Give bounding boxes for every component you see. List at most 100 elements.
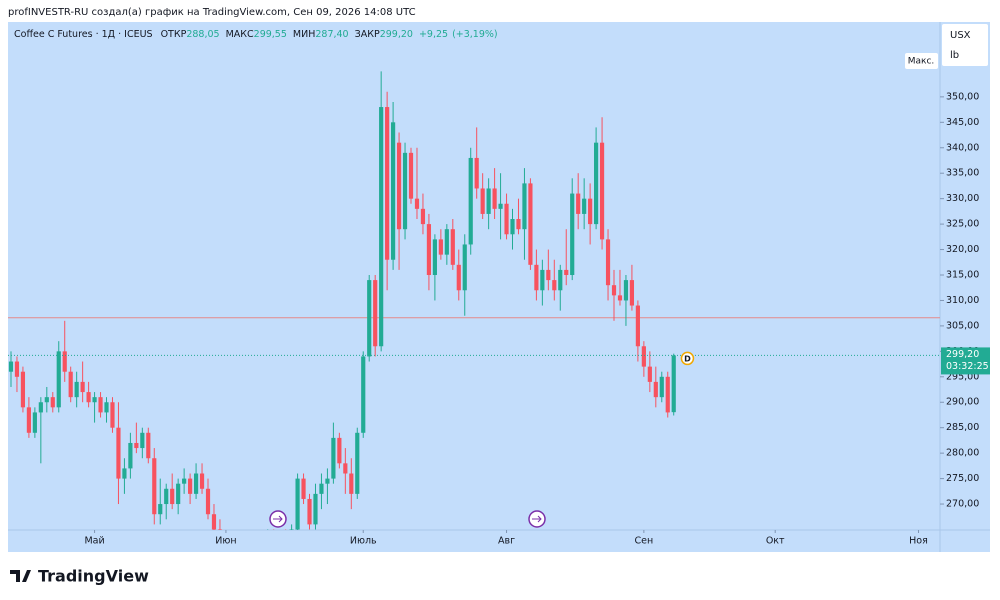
candle-body xyxy=(361,356,366,433)
candle-body xyxy=(80,381,85,393)
legend: Coffee C Futures · 1Д · ICEUS ОТКР288,05 М… xyxy=(14,29,498,40)
candle-body xyxy=(158,504,163,515)
candle-body xyxy=(74,381,79,398)
event-icon[interactable] xyxy=(269,510,287,528)
candle-body xyxy=(98,397,103,413)
last-price-label: 299,20 xyxy=(946,349,979,360)
candle-body xyxy=(164,488,169,505)
candle-body xyxy=(623,280,629,301)
candle-body xyxy=(504,203,509,235)
candle-body xyxy=(152,458,157,515)
candle-body xyxy=(486,188,491,214)
max-label-box xyxy=(905,53,938,69)
currency[interactable]: USX xyxy=(950,30,971,41)
candle-body xyxy=(611,285,617,296)
candle-body xyxy=(193,473,199,494)
candle-body xyxy=(522,183,527,230)
last-price-box xyxy=(941,347,990,375)
candle-body xyxy=(325,478,330,484)
x-tick-label: Июль xyxy=(350,536,377,547)
y-tick-label: 350,00 xyxy=(946,91,979,102)
logo: TradingView xyxy=(10,567,149,586)
candle-body xyxy=(444,229,449,255)
candle-body xyxy=(182,478,187,484)
symbol: Coffee C Futures · 1Д · ICEUS xyxy=(14,29,153,40)
candle-body xyxy=(420,208,426,225)
currency-box[interactable] xyxy=(942,24,988,66)
unit[interactable]: lb xyxy=(950,50,959,61)
candle-body xyxy=(176,483,181,505)
candle-body xyxy=(665,376,670,413)
y-tick-label: 280,00 xyxy=(946,448,979,459)
candle-body xyxy=(576,193,581,214)
candle-body xyxy=(462,244,467,291)
x-tick-label: Май xyxy=(84,536,104,547)
ohlc-name: МИН xyxy=(293,29,315,40)
candle-body xyxy=(450,229,455,265)
y-tick-label: 275,00 xyxy=(946,473,979,484)
change: +9,25 xyxy=(419,29,448,40)
candle-body xyxy=(480,188,485,214)
candle-body xyxy=(331,437,336,479)
candle-body xyxy=(62,351,67,372)
candle-body xyxy=(659,376,664,398)
chart-background xyxy=(8,22,990,552)
ohlc-value: 299,20 xyxy=(380,29,413,40)
x-tick-label: Ноя xyxy=(909,536,928,547)
candle-body xyxy=(564,269,569,276)
candle-body xyxy=(140,432,145,449)
candle-body xyxy=(516,219,521,230)
candle-body xyxy=(86,392,91,403)
candle-body xyxy=(319,483,324,494)
y-tick-label: 290,00 xyxy=(946,397,979,408)
ohlc-name: ОТКР xyxy=(161,29,187,40)
candle-body xyxy=(56,351,61,408)
x-tick-label: Окт xyxy=(766,536,785,547)
event-marker-label: D xyxy=(684,354,691,363)
candle-body xyxy=(641,346,646,367)
candle-body xyxy=(408,152,414,199)
candle-body xyxy=(289,529,294,530)
candle-body xyxy=(199,473,205,489)
y-tick-label: 330,00 xyxy=(946,193,979,204)
candle-body xyxy=(44,397,49,403)
candle-body xyxy=(8,361,14,372)
candle-body xyxy=(379,107,384,347)
candle-body xyxy=(50,397,55,408)
candle-body xyxy=(402,152,408,230)
y-tick-label: 335,00 xyxy=(946,168,979,179)
candle-body xyxy=(26,407,31,433)
ohlc-value: 299,55 xyxy=(254,29,287,40)
candle-body xyxy=(367,280,372,357)
x-tick-label: Авг xyxy=(498,536,515,547)
event-marker xyxy=(680,351,695,366)
candle-body xyxy=(343,463,348,474)
candle-body xyxy=(492,188,497,209)
candle-body xyxy=(582,198,587,214)
y-tick-label: 340,00 xyxy=(946,142,979,153)
y-tick-label: 320,00 xyxy=(946,244,979,255)
candle-body xyxy=(313,493,318,525)
candle-body xyxy=(211,514,217,530)
y-tick-label: 285,00 xyxy=(946,422,979,433)
y-tick-label: 295,00 xyxy=(946,371,979,382)
candle-body xyxy=(653,381,658,398)
candle-body xyxy=(116,427,121,479)
candle-body xyxy=(134,442,139,449)
y-tick-label: 270,00 xyxy=(946,499,979,510)
candle-body xyxy=(307,498,312,525)
candle-body xyxy=(396,142,402,230)
candle-body xyxy=(301,478,306,499)
ohlc: ОТКР288,05 МАКС299,55 МИН287,40 ЗАКР299,20 +… xyxy=(161,29,498,40)
ohlc-value: 287,40 xyxy=(315,29,348,40)
ohlc-name: МАКС xyxy=(226,29,254,40)
candle-body xyxy=(540,269,545,291)
candle-body xyxy=(146,432,151,459)
candle-body xyxy=(647,366,652,382)
candle-body xyxy=(20,371,26,408)
candle-body xyxy=(474,157,479,189)
candle-body xyxy=(671,355,676,413)
event-icon[interactable] xyxy=(528,510,546,528)
candle-body xyxy=(498,203,503,209)
candle-body xyxy=(68,371,73,398)
